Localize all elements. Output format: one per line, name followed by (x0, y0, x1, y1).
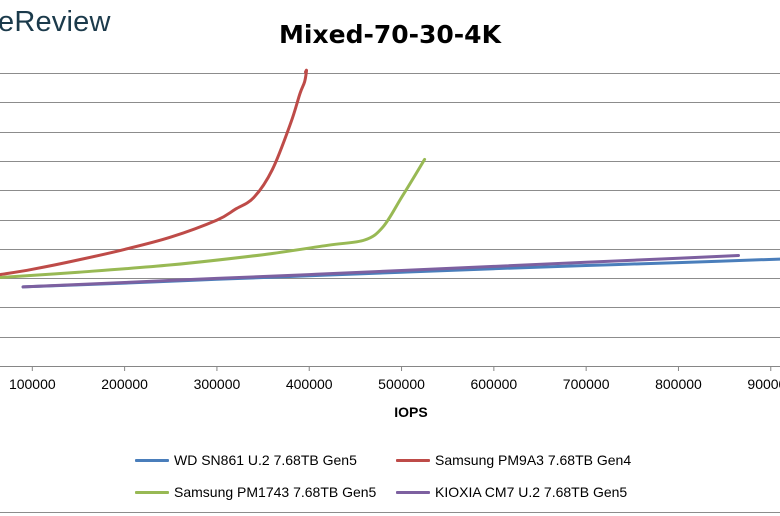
gridlines (0, 73, 780, 367)
legend-swatch (396, 490, 430, 494)
x-tick-label: 100000 (9, 376, 56, 392)
x-tick-label: 600000 (470, 376, 517, 392)
x-tick-label: 800000 (655, 376, 702, 392)
series-line-1 (0, 68, 309, 277)
legend-label: KIOXIA CM7 U.2 7.68TB Gen5 (435, 484, 628, 500)
legend-item-samsung-pm1743: Samsung PM1743 7.68TB Gen5 (135, 484, 376, 500)
legend-swatch (396, 458, 430, 462)
legend-item-samsung-pm9a3: Samsung PM9A3 7.68TB Gen4 (396, 452, 631, 468)
legend-swatch (135, 458, 169, 462)
axes (31, 366, 772, 371)
series-line-2 (0, 157, 427, 279)
series-line-3 (21, 254, 740, 289)
x-tick-label: 900000 (747, 376, 780, 392)
x-tick-label: 500000 (378, 376, 425, 392)
legend-label: WD SN861 U.2 7.68TB Gen5 (174, 452, 357, 468)
border-line (0, 512, 780, 513)
series-lines (0, 68, 780, 289)
legend-label: Samsung PM9A3 7.68TB Gen4 (435, 452, 632, 468)
x-axis-title: IOPS (394, 404, 427, 420)
x-tick-label: 700000 (563, 376, 610, 392)
x-tick-labels: 100000 200000 300000 400000 500000 600000 7000… (9, 376, 780, 392)
legend-swatch (135, 490, 169, 494)
chart-title: Mixed-70-30-4K (279, 20, 501, 49)
x-tick-label: 300000 (194, 376, 241, 392)
legend-item-wd-sn861: WD SN861 U.2 7.68TB Gen5 (135, 452, 357, 468)
legend-item-kioxia-cm7: KIOXIA CM7 U.2 7.68TB Gen5 (396, 484, 627, 500)
brand-logo-text: eReview (0, 6, 111, 38)
x-tick-label: 200000 (101, 376, 148, 392)
x-tick-label: 400000 (286, 376, 333, 392)
legend-label: Samsung PM1743 7.68TB Gen5 (174, 484, 377, 500)
